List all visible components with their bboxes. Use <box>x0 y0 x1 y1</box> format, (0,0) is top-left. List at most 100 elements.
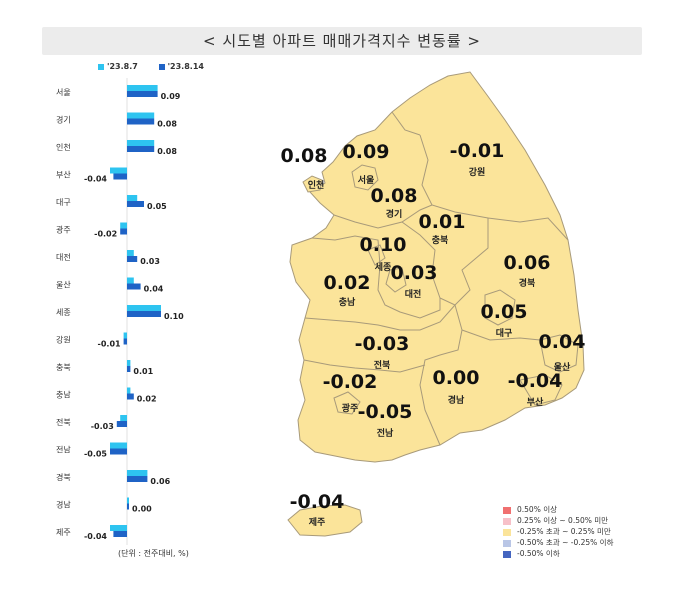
bar-week1 <box>123 332 127 339</box>
category-label: 대구 <box>56 198 71 207</box>
map-legend-row: -0.50% 이하 <box>503 548 613 559</box>
bar-week1 <box>127 277 134 284</box>
region-value: 0.09 <box>343 141 390 163</box>
map-legend-row: -0.50% 초과 ~ -0.25% 이하 <box>503 537 613 548</box>
bar-chart: 서울 0.09 경기 0.08 인천 0.08 부산 -0.04 대구 0.05 광주 -0.02 대전… <box>56 78 184 545</box>
bar-week1 <box>127 85 158 91</box>
category-label: 인천 <box>56 142 71 152</box>
value-label: 0.00 <box>132 505 152 514</box>
region-name: 충북 <box>432 234 449 246</box>
region-value: 0.03 <box>391 262 438 284</box>
legend-label-week2: '23.8.14 <box>167 62 204 71</box>
region-name: 경남 <box>448 394 465 406</box>
map-legend-label: 0.25% 이상 ~ 0.50% 미만 <box>517 516 609 525</box>
bar-week1 <box>110 442 127 449</box>
map-legend-swatch <box>503 550 511 558</box>
bar-week1 <box>127 140 155 146</box>
category-label: 전북 <box>56 417 71 427</box>
border-ulsan <box>539 334 579 373</box>
border-gyeonggi-gangwon <box>419 134 489 219</box>
map-legend-label: 0.50% 이상 <box>517 505 558 514</box>
border-busan <box>519 374 563 406</box>
region-value: -0.01 <box>450 140 505 162</box>
border-gyeonggi-south <box>333 204 433 229</box>
map-legend-row: 0.50% 이상 <box>503 504 613 515</box>
value-label: -0.03 <box>91 422 114 431</box>
border-seoul <box>351 164 379 191</box>
map-legend-label: -0.25% 초과 ~ 0.25% 미만 <box>517 527 611 536</box>
region-name: 광주 <box>342 402 359 414</box>
value-label: 0.06 <box>150 477 170 486</box>
category-label: 서울 <box>56 88 71 97</box>
region-value: -0.04 <box>508 370 563 392</box>
bar-week2 <box>127 256 138 262</box>
category-label: 세종 <box>56 308 71 317</box>
category-label: 전남 <box>56 445 71 455</box>
category-label: 경남 <box>56 500 71 510</box>
region-value: -0.05 <box>358 401 413 423</box>
region-name: 제주 <box>309 516 326 528</box>
border-gyeongbuk <box>487 217 569 241</box>
border-daegu <box>484 289 516 326</box>
bar-week1 <box>127 112 155 119</box>
mainland-shape <box>289 71 585 463</box>
region-value: 0.04 <box>539 331 586 353</box>
bar-week2 <box>123 338 127 345</box>
border-gyeongnam <box>419 304 463 446</box>
region-name: 경기 <box>386 208 403 220</box>
legend-item-week1: '23.8.7 <box>98 62 138 71</box>
bar-week1 <box>110 525 127 531</box>
region-value: 0.01 <box>419 211 466 233</box>
border-chungbuk <box>401 218 489 306</box>
value-label: 0.10 <box>164 312 184 321</box>
value-label: -0.04 <box>84 175 107 184</box>
jeju-shape <box>287 504 363 537</box>
bar-week2 <box>127 146 155 152</box>
bar-week2 <box>127 476 148 482</box>
value-label: 0.03 <box>140 257 160 266</box>
legend-label-week1: '23.8.7 <box>107 62 138 71</box>
bar-week2 <box>120 228 127 235</box>
category-label: 대전 <box>56 252 71 262</box>
map-legend-swatch <box>503 506 511 514</box>
map-legend-row: -0.25% 초과 ~ 0.25% 미만 <box>503 526 613 537</box>
border-jeonbuk <box>304 304 456 331</box>
border-gyeongbuk-south <box>461 329 541 341</box>
value-label: 0.05 <box>147 202 167 211</box>
value-label: -0.05 <box>84 450 107 459</box>
border-chungnam <box>311 235 441 319</box>
region-value: 0.10 <box>360 234 407 256</box>
region-value: 0.08 <box>281 145 328 167</box>
category-label: 경북 <box>56 472 71 482</box>
map-legend: 0.50% 이상 0.25% 이상 ~ 0.50% 미만 -0.25% 초과 ~… <box>503 504 613 559</box>
category-label: 경기 <box>56 115 71 125</box>
bar-week1 <box>127 195 138 201</box>
bar-week2 <box>127 118 155 125</box>
bar-week2 <box>127 393 134 400</box>
legend-swatch-week2 <box>158 63 165 70</box>
border-daejeon <box>385 267 407 293</box>
value-label: 0.01 <box>133 367 153 376</box>
border-jeonnam <box>303 359 426 373</box>
region-name: 서울 <box>358 174 375 186</box>
region-name: 충남 <box>339 296 356 308</box>
bar-week2 <box>113 173 127 180</box>
value-label: 0.04 <box>144 285 164 294</box>
map-legend-swatch <box>503 528 511 536</box>
region-value: 0.08 <box>371 185 418 207</box>
value-label: -0.02 <box>94 230 117 239</box>
region-name: 전남 <box>377 427 394 439</box>
category-label: 강원 <box>56 335 71 345</box>
bar-week1 <box>127 387 131 394</box>
value-label: 0.09 <box>161 92 181 101</box>
region-name: 울산 <box>554 361 571 373</box>
region-value: 0.00 <box>433 367 480 389</box>
legend-item-week2: '23.8.14 <box>158 62 204 71</box>
bar-week2 <box>127 201 144 207</box>
region-name: 대구 <box>496 327 513 339</box>
map-legend-label: -0.50% 이하 <box>517 549 560 558</box>
category-label: 울산 <box>56 280 71 290</box>
bar-week2 <box>127 311 161 317</box>
